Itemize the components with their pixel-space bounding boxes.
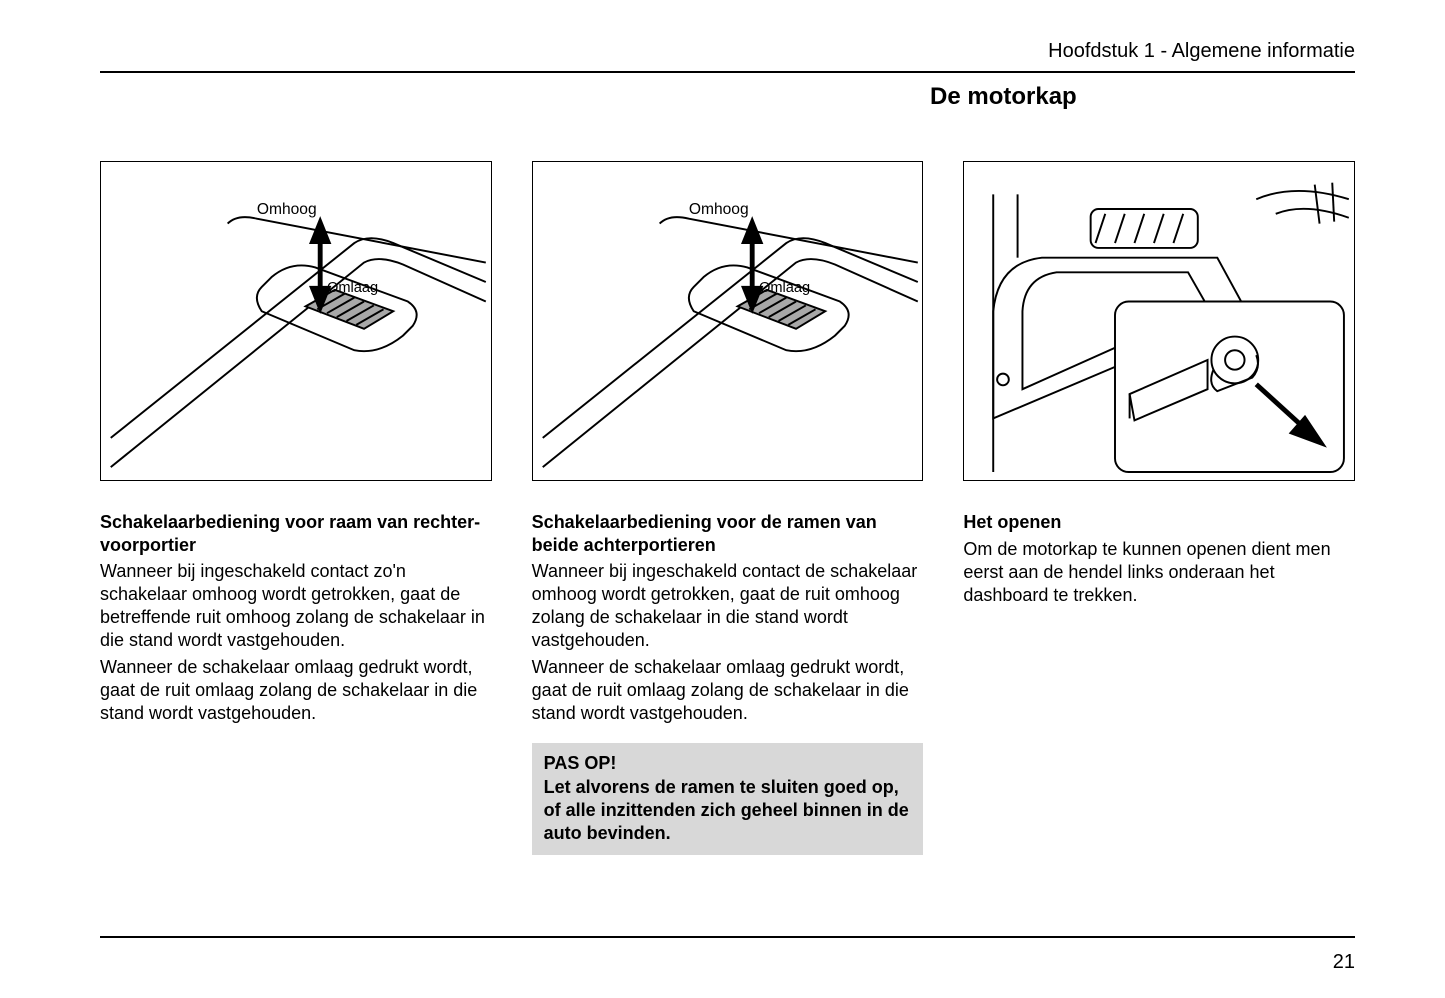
paragraph-col2-2: Wanneer de schakelaar omlaag gedrukt wor…	[532, 656, 924, 725]
bottom-rule	[100, 936, 1355, 938]
paragraph-col2-1: Wanneer bij ingeschakeld contact de scha…	[532, 560, 924, 652]
hood-release-illustration	[964, 162, 1354, 480]
subhead-col2: Schakelaarbediening voor de ramen van be…	[532, 511, 924, 556]
top-rule	[100, 71, 1355, 73]
manual-page: Hoofdstuk 1 - Algemene informatie De mot…	[0, 0, 1445, 998]
page-number: 21	[1333, 951, 1355, 974]
column-middle: Omhoog Omlaag Schakelaarbediening voor d…	[532, 161, 924, 855]
paragraph-col1-2: Wanneer de schakelaar omlaag gedrukt wor…	[100, 656, 492, 725]
column-right: Het openen Om de motorkap te kunnen open…	[963, 161, 1355, 855]
window-switch-illustration: Omhoog Omlaag	[101, 162, 491, 480]
figure-window-switch-rear: Omhoog Omlaag	[532, 161, 924, 481]
label-up: Omhoog	[689, 201, 749, 218]
warning-box: PAS OP! Let alvorens de ramen te sluiten…	[532, 743, 924, 855]
figure-hood-release	[963, 161, 1355, 481]
label-down: Omlaag	[759, 280, 810, 296]
column-left: Omhoog Omlaag Schakelaarbediening voor r…	[100, 161, 492, 855]
columns-container: Omhoog Omlaag Schakelaarbediening voor r…	[100, 161, 1355, 855]
label-up: Omhoog	[257, 201, 317, 218]
label-down: Omlaag	[327, 280, 378, 296]
section-title: De motorkap	[930, 83, 1355, 111]
window-switch-illustration: Omhoog Omlaag	[533, 162, 923, 480]
subhead-col1: Schakelaarbediening voor raam van rechte…	[100, 511, 492, 556]
figure-window-switch-right-front: Omhoog Omlaag	[100, 161, 492, 481]
warning-title: PAS OP!	[544, 753, 912, 774]
subhead-col3: Het openen	[963, 511, 1355, 534]
paragraph-col1-1: Wanneer bij ingeschakeld contact zo'n sc…	[100, 560, 492, 652]
chapter-label: Hoofdstuk 1 - Algemene informatie	[100, 40, 1355, 63]
paragraph-col3-1: Om de motorkap te kunnen openen dient me…	[963, 538, 1355, 607]
header: Hoofdstuk 1 - Algemene informatie	[100, 40, 1355, 63]
warning-text: Let alvorens de ramen te sluiten goed op…	[544, 776, 912, 845]
